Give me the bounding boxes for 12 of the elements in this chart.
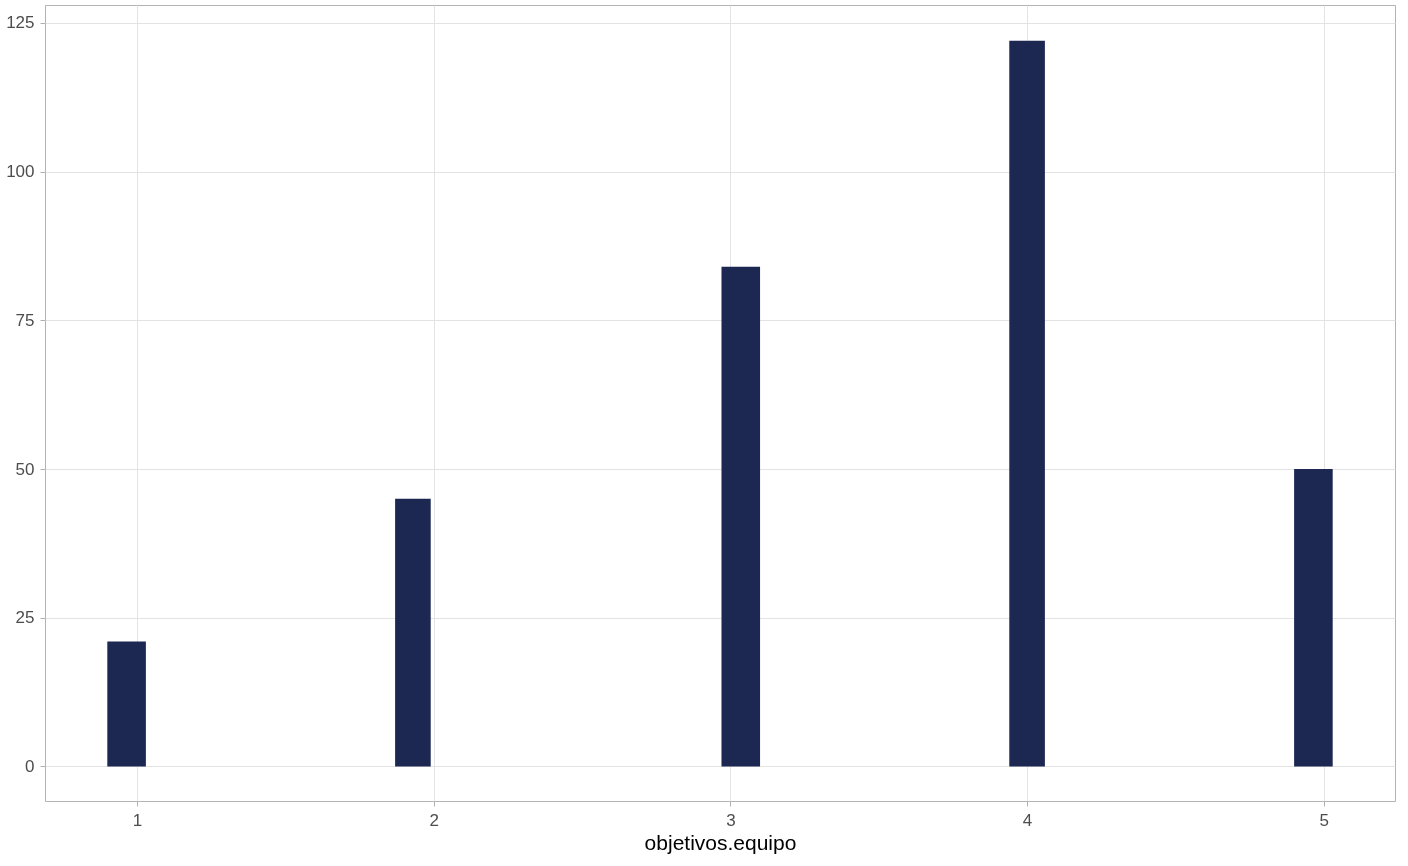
x-tick-label: 4	[1022, 810, 1033, 830]
y-tick-label: 50	[15, 459, 35, 479]
y-tick-label: 125	[6, 13, 35, 33]
y-tick-label: 0	[25, 756, 35, 776]
y-tick-label: 100	[6, 162, 35, 182]
x-axis-title: objetivos.equipo	[644, 830, 797, 854]
y-tick-label: 75	[15, 310, 35, 330]
x-tick-label: 3	[726, 810, 736, 830]
x-tick-label: 2	[429, 810, 439, 830]
x-tick-label: 5	[1319, 810, 1330, 830]
y-tick-label: 25	[15, 608, 35, 628]
x-tick-label: 1	[132, 810, 143, 830]
